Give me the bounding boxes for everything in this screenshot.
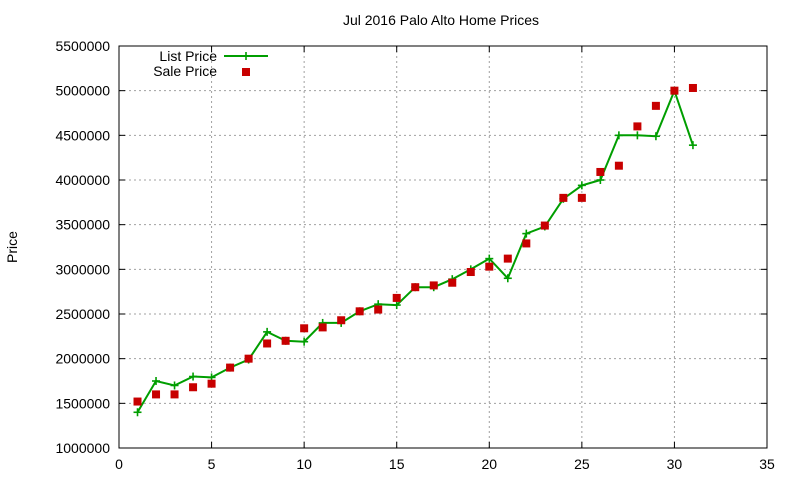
- x-tick-labels: 0 5 10 15 20 25 30 35: [115, 456, 775, 472]
- sale-price-point: [633, 122, 642, 131]
- sale-price-point: [596, 167, 605, 176]
- legend-marker-sale-price: [242, 68, 250, 76]
- sale-price-point: [503, 254, 512, 263]
- list-price-point: [152, 377, 161, 385]
- y-tick-label: 5500000: [55, 38, 110, 54]
- sale-price-point: [540, 221, 549, 230]
- list-price-point: [596, 176, 605, 184]
- legend-list-price-point: [242, 52, 250, 60]
- sale-price-point: [281, 336, 290, 345]
- sale-price-point: [688, 83, 697, 92]
- list-price-point: [688, 141, 697, 150]
- sale-price-point: [522, 239, 531, 248]
- sale-price-point: [559, 193, 568, 202]
- sale-price-point: [374, 305, 383, 314]
- x-tick-label: 25: [574, 456, 590, 472]
- sale-price-point: [614, 161, 623, 170]
- sale-price-point: [226, 363, 235, 372]
- sale-price-point: [263, 339, 272, 348]
- sale-price-point: [355, 307, 364, 316]
- legend: List Price Sale Price: [153, 48, 268, 79]
- y-tick-label: 3000000: [55, 261, 110, 277]
- sale-price-point: [411, 283, 420, 292]
- list-price-point: [651, 132, 660, 141]
- plot-border: [118, 45, 768, 449]
- list-price-point: [189, 372, 198, 381]
- axis-ticks: [118, 45, 768, 449]
- sale-price-point: [170, 390, 179, 399]
- series: [133, 83, 697, 417]
- x-tick-label: 35: [759, 456, 775, 472]
- y-tick-label: 2500000: [55, 306, 110, 322]
- list-price-point: [614, 131, 623, 140]
- list-price-point: [485, 254, 494, 263]
- x-tick-label: 10: [296, 456, 312, 472]
- y-tick-label: 4000000: [55, 172, 110, 188]
- list-price-point: [577, 181, 586, 190]
- chart-title: Jul 2016 Palo Alto Home Prices: [343, 12, 539, 28]
- y-tick-labels: 1000000 1500000 2000000 2500000 3000000 35000…: [55, 38, 110, 456]
- list-price-point: [170, 381, 179, 390]
- y-tick-label: 1000000: [55, 440, 110, 456]
- sale-price-point: [651, 101, 660, 110]
- y-tick-label: 3500000: [55, 217, 110, 233]
- y-tick-label: 1500000: [55, 395, 110, 411]
- sale-price-point: [244, 354, 253, 363]
- y-axis-label: Price: [4, 231, 20, 263]
- sale-price-point: [577, 193, 586, 202]
- grid: [119, 46, 767, 448]
- x-tick-label: 5: [208, 456, 216, 472]
- legend-marker-list-price: [224, 52, 268, 60]
- list-price-point: [392, 301, 401, 310]
- sale-price-point: [466, 268, 475, 277]
- legend-label-list-price: List Price: [159, 48, 217, 64]
- list-price-point: [133, 408, 142, 417]
- list-price-point: [300, 337, 309, 346]
- sale-price-point: [300, 324, 309, 333]
- x-tick-label: 15: [389, 456, 405, 472]
- sale-price-point: [189, 383, 198, 392]
- y-tick-label: 2000000: [55, 351, 110, 367]
- x-tick-label: 0: [115, 456, 123, 472]
- list-price-point: [522, 229, 531, 238]
- legend-label-sale-price: Sale Price: [153, 63, 217, 79]
- sale-price-point: [392, 293, 401, 302]
- y-tick-label: 4500000: [55, 127, 110, 143]
- sale-price-point: [152, 390, 161, 399]
- sale-price-point: [429, 281, 438, 290]
- sale-price-point: [448, 278, 457, 287]
- sale-price-point: [337, 316, 346, 325]
- sale-price-point: [207, 379, 216, 388]
- sale-price-point: [133, 397, 142, 406]
- list-price-point: [503, 274, 512, 283]
- x-tick-label: 30: [667, 456, 683, 472]
- y-tick-label: 5000000: [55, 83, 110, 99]
- list-price-point: [633, 131, 642, 140]
- list-price-point: [263, 327, 272, 336]
- sale-price-point: [318, 323, 327, 332]
- x-tick-label: 20: [481, 456, 497, 472]
- sale-price-point: [670, 86, 679, 95]
- sale-price-point: [485, 262, 494, 271]
- list-price-line: [136, 87, 694, 413]
